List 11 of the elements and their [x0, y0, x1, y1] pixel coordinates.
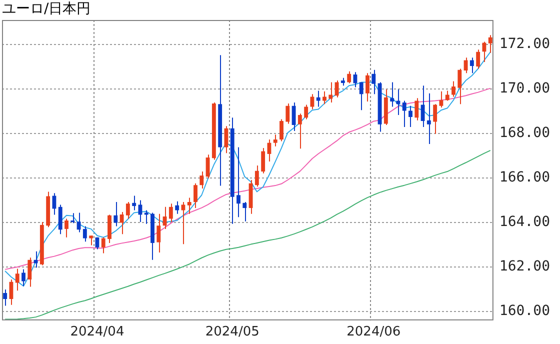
y-tick-label: 172.00 [499, 36, 550, 52]
y-tick-label: 170.00 [499, 80, 550, 97]
y-tick-label: 160.00 [499, 303, 550, 320]
x-tick-label: 2024/04 [70, 324, 124, 340]
x-tick-label: 2024/05 [205, 324, 260, 340]
y-tick-label: 166.00 [499, 170, 550, 186]
y-tick-label: 164.00 [499, 214, 550, 230]
y-tick-label: 162.00 [499, 258, 550, 275]
x-tick-label: 2024/06 [346, 324, 401, 340]
chart-title: ユーロ/日本円 [2, 1, 91, 17]
y-tick-label: 168.00 [499, 125, 550, 142]
